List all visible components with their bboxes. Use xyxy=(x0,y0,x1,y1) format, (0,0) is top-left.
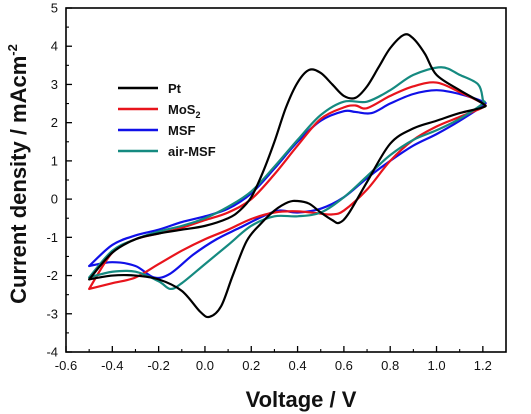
series-line-mos xyxy=(88,81,487,291)
x-tick-label: 0.4 xyxy=(289,358,307,373)
series-line-msf xyxy=(88,89,487,280)
axis-ticks xyxy=(65,7,484,353)
y-axis-title-superscript: -2 xyxy=(5,44,20,56)
y-tick-label: 0 xyxy=(51,192,58,207)
x-tick-label: 0.8 xyxy=(381,358,399,373)
legend-entry-label: Pt xyxy=(168,81,182,96)
x-tick-label: -0.4 xyxy=(101,358,123,373)
legend: Pt MoS2 MSF air-MSF xyxy=(118,81,216,159)
x-tick-label: 0.0 xyxy=(196,358,214,373)
y-tick-label: -1 xyxy=(46,230,58,245)
y-tick-label: 2 xyxy=(51,115,58,130)
series-line-pt xyxy=(88,33,487,319)
x-tick-label: 1.2 xyxy=(474,358,492,373)
x-tick-label: 1.0 xyxy=(427,358,445,373)
x-tick-label: 0.6 xyxy=(335,358,353,373)
legend-entry-label: air-MSF xyxy=(168,144,216,159)
axis-tick-labels: -0.6 -0.4 -0.2 0.0 0.2 0.4 0.6 0.8 1.0 1.2 -4 -3 -2 -… xyxy=(46,1,491,374)
series-lines xyxy=(88,33,487,319)
x-axis-title: Voltage / V xyxy=(246,387,357,412)
legend-entry-label: MoS2 xyxy=(168,102,200,120)
y-tick-label: -4 xyxy=(46,345,58,360)
y-tick-label: 5 xyxy=(51,1,58,16)
y-axis-title: Current density / mAcm-2 xyxy=(5,44,31,304)
x-tick-label: 0.2 xyxy=(242,358,260,373)
plot-frame xyxy=(65,7,507,353)
y-tick-label: -3 xyxy=(46,306,58,321)
y-tick-label: -2 xyxy=(46,268,58,283)
series-line-air-msf xyxy=(88,66,486,291)
legend-entry-label: MSF xyxy=(168,123,196,138)
y-tick-label: 1 xyxy=(51,153,58,168)
y-tick-label: 4 xyxy=(51,39,58,54)
y-tick-label: 3 xyxy=(51,77,58,92)
x-tick-label: -0.2 xyxy=(147,358,169,373)
x-tick-label: -0.6 xyxy=(55,358,77,373)
y-axis-title-main: Current density / mAcm xyxy=(6,56,31,304)
